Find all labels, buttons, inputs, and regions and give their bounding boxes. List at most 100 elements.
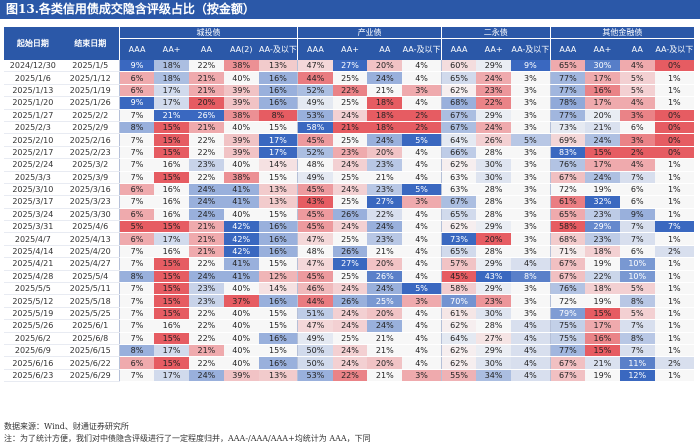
col-header: AA-及以下 (402, 38, 442, 60)
value-cell: 25% (367, 294, 403, 308)
value-cell: 3% (511, 109, 551, 122)
value-cell: 26% (332, 294, 368, 308)
start-date-cell: 2025/4/14 (4, 245, 62, 259)
value-cell: 17% (585, 96, 620, 110)
value-cell: 24% (332, 282, 368, 296)
group-header-bank-capital: 二永债 (440, 27, 551, 39)
value-cell: 23% (188, 282, 224, 296)
start-date-cell: 2024/12/30 (4, 60, 62, 73)
value-cell: 6% (118, 71, 155, 85)
value-cell: 15% (258, 257, 298, 271)
value-cell: 4% (619, 60, 655, 73)
value-cell: 16% (258, 71, 298, 85)
col-header: AA+ (585, 38, 620, 60)
value-cell: 20% (476, 232, 511, 246)
start-date-cell: 2025/2/24 (4, 158, 62, 172)
value-cell: 63% (440, 171, 477, 184)
value-cell: 3% (511, 282, 551, 296)
value-cell: 1% (654, 282, 694, 296)
table-row: 2025/3/17 2025/3/23 7% 16% 24% 41% 13% 43% 25% 27… (4, 195, 694, 209)
value-cell: 41% (223, 270, 259, 284)
end-date-cell: 2025/3/23 (61, 195, 120, 209)
value-cell: 43% (476, 270, 511, 284)
value-cell: 48% (297, 158, 333, 172)
end-date-cell: 2025/6/22 (61, 356, 120, 370)
value-cell: 24% (476, 71, 511, 85)
value-cell: 16% (258, 220, 298, 234)
value-cell: 17% (154, 84, 189, 98)
value-cell: 67% (549, 369, 585, 383)
value-cell: 5% (619, 282, 655, 296)
value-cell: 3% (511, 71, 551, 85)
value-cell: 65% (440, 71, 477, 85)
value-cell: 24% (188, 195, 224, 209)
value-cell: 67% (549, 270, 585, 284)
value-cell: 28% (476, 146, 511, 160)
value-cell: 14% (258, 282, 298, 296)
value-cell: 7% (118, 257, 155, 271)
value-cell: 4% (402, 96, 442, 110)
value-cell: 77% (549, 344, 585, 358)
value-cell: 25% (332, 171, 368, 184)
value-cell: 67% (549, 257, 585, 271)
value-cell: 58% (440, 282, 477, 296)
value-cell: 23% (585, 232, 620, 246)
value-cell: 23% (367, 183, 403, 197)
value-cell: 7% (619, 220, 655, 234)
value-cell: 1% (654, 84, 694, 98)
value-cell: 15% (258, 319, 298, 333)
value-cell: 46% (297, 282, 333, 296)
value-cell: 5% (402, 183, 442, 197)
value-cell: 6% (118, 84, 155, 98)
value-cell: 4% (511, 344, 551, 358)
value-cell: 15% (154, 270, 189, 284)
value-cell: 7% (118, 294, 155, 308)
value-cell: 42% (223, 232, 259, 246)
end-date-cell: 2025/3/30 (61, 208, 120, 222)
value-cell: 17% (585, 71, 620, 85)
table-row: 2025/2/3 2025/2/9 8% 15% 21% 40% 15% 58% 21% 18% 2… (4, 121, 694, 135)
value-cell: 2% (619, 146, 655, 160)
value-cell: 3% (511, 171, 551, 184)
table-row: 2025/3/3 2025/3/9 7% 15% 22% 38% 15% 49% 25% 21% 4… (4, 171, 694, 184)
value-cell: 7% (619, 319, 655, 333)
value-cell: 45% (297, 133, 333, 147)
value-cell: 24% (367, 220, 403, 234)
start-date-cell: 2025/6/2 (4, 332, 62, 346)
value-cell: 6% (619, 121, 655, 135)
value-cell: 7% (118, 307, 155, 321)
value-cell: 7% (619, 344, 655, 358)
value-cell: 24% (585, 133, 620, 147)
value-cell: 77% (549, 84, 585, 98)
value-cell: 52% (297, 146, 333, 160)
table-row: 2025/1/27 2025/2/2 7% 21% 26% 38% 8% 53% 24% 18% 2… (4, 109, 694, 122)
value-cell: 30% (476, 307, 511, 321)
value-cell: 23% (476, 84, 511, 98)
group-header-industry: 产业债 (297, 27, 442, 39)
end-date-cell: 2025/6/1 (61, 319, 120, 333)
value-cell: 41% (223, 257, 259, 271)
value-cell: 40% (223, 344, 259, 358)
value-cell: 64% (440, 133, 477, 147)
value-cell: 3% (511, 183, 551, 197)
value-cell: 20% (188, 96, 224, 110)
value-cell: 48% (297, 245, 333, 259)
end-date-cell: 2025/6/8 (61, 332, 120, 346)
value-cell: 40% (223, 307, 259, 321)
value-cell: 22% (188, 146, 224, 160)
value-cell: 7% (118, 195, 155, 209)
value-cell: 61% (440, 307, 477, 321)
value-cell: 21% (585, 121, 620, 135)
table-row: 2025/6/23 2025/6/29 7% 17% 24% 39% 13% 53% 22% 21… (4, 369, 694, 383)
start-date-cell: 2025/3/17 (4, 195, 62, 209)
value-cell: 2% (402, 109, 442, 122)
value-cell: 23% (476, 294, 511, 308)
value-cell: 24% (188, 270, 224, 284)
value-cell: 0% (654, 109, 694, 122)
value-cell: 18% (154, 71, 189, 85)
value-cell: 15% (154, 133, 189, 147)
start-date-cell: 2025/2/3 (4, 121, 62, 135)
col-header: AA (619, 38, 655, 60)
value-cell: 30% (585, 60, 620, 73)
value-cell: 14% (258, 158, 298, 172)
